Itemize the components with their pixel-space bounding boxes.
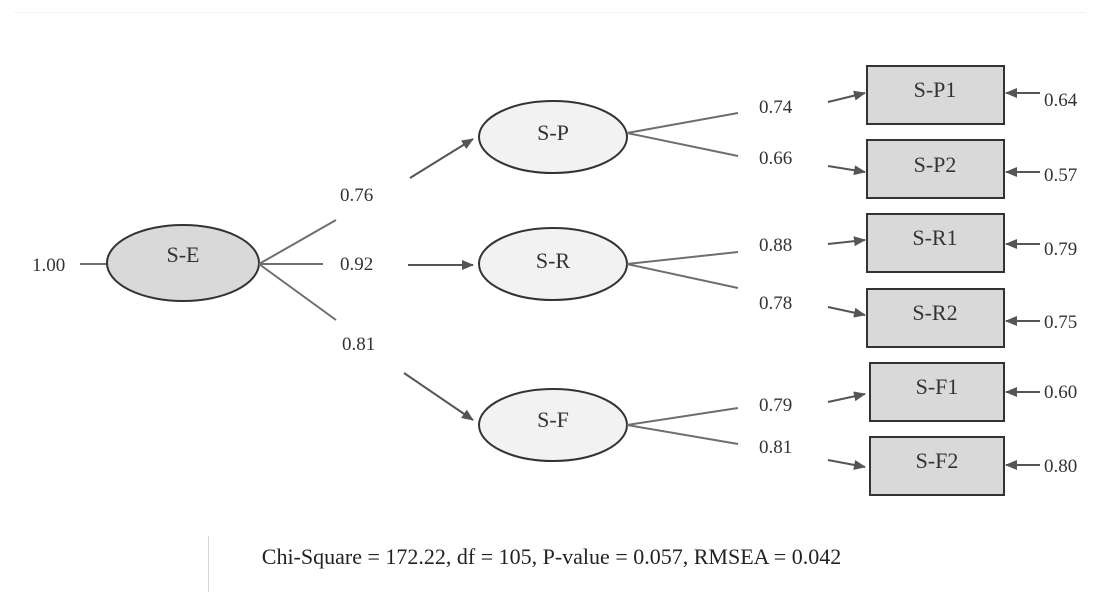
path-se-sp-arrow [409,138,474,179]
indicator-box-s-f1 [869,362,1005,422]
path-sr-sr1 [626,251,739,265]
arrow-to-sf1 [827,391,866,403]
indicator-label-s-r1: S-R1 [912,225,957,250]
loading-sf: 0.81 [342,334,375,355]
factor-label-s-p: S-P [537,120,569,145]
top-divider [14,12,1086,13]
indicator-box-s-r1 [866,213,1005,273]
loading-sp: 0.76 [340,185,373,206]
error-sp1: 0.64 [1044,90,1078,111]
indicator-label-s-r2: S-R2 [912,300,957,325]
root-label: S-E [167,242,200,267]
path-sf-sf1 [626,407,739,426]
fit-statistics: Chi-Square = 172.22, df = 105, P-value =… [261,544,842,569]
error-sf2: 0.80 [1044,456,1077,477]
indicator-label-s-f2: S-F2 [916,448,959,473]
loading-sr2: 0.78 [759,293,792,314]
error-sr2: 0.75 [1044,312,1077,333]
error-sr1: 0.79 [1044,239,1077,260]
loading-sr1: 0.88 [759,235,792,256]
factor-label-s-r: S-R [536,248,571,273]
loading-sr: 0.92 [340,254,373,275]
indicator-box-s-r2 [866,288,1005,348]
factor-ellipse-s-p [478,100,628,174]
loading-sp1: 0.74 [759,97,793,118]
arrow-to-sr2 [827,306,866,318]
root-variance-label: 1.00 [32,255,65,276]
path-se-sf-segment [258,263,337,321]
indicator-box-s-p2 [866,139,1005,199]
path-se-sp-segment [258,219,337,265]
loading-sf2: 0.81 [759,437,792,458]
error-sf1: 0.60 [1044,382,1077,403]
sem-path-diagram: 1.00 S-E 0.76 0.92 0.81 S-P S-R S-F 0.74… [32,65,1078,496]
path-sr-sr2 [626,263,739,289]
factor-label-s-f: S-F [537,407,569,432]
path-sp-sp2 [626,132,739,157]
loading-sp2: 0.66 [759,148,792,169]
arrow-to-sf2 [827,459,866,470]
indicator-box-s-f2 [869,436,1005,496]
indicator-label-s-p1: S-P1 [914,77,957,102]
loading-sf1: 0.79 [759,395,792,416]
arrow-to-sp1 [827,90,866,103]
arrow-to-sp2 [827,165,866,176]
arrow-to-sr1 [827,236,866,247]
path-sf-sf2 [626,424,739,445]
path-sp-sp1 [626,112,739,134]
indicator-box-s-p1 [866,65,1005,125]
path-se-sf-arrow [403,372,474,421]
indicator-label-s-f1: S-F1 [916,374,959,399]
indicator-label-s-p2: S-P2 [914,152,957,177]
error-sp2: 0.57 [1044,165,1077,186]
fit-statistics-frame [208,536,917,592]
